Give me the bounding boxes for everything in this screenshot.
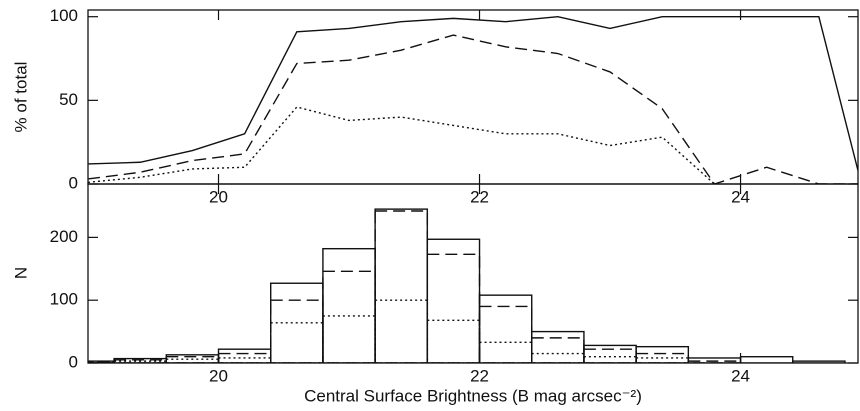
histogram-bar [583,348,637,363]
histogram-bar [374,208,429,363]
y-tick-label: 100 [50,6,78,25]
histogram-bar [478,294,533,363]
histogram-bar [374,299,429,363]
x-tick-label: 20 [209,187,228,206]
histogram-bar [165,358,220,363]
x-tick-label: 20 [209,366,228,385]
histogram-bar [635,345,690,363]
plot-frame [87,183,859,364]
histogram-bar [270,299,324,363]
line-series [88,106,715,184]
histogram-bar [478,341,533,363]
histogram-bar [426,238,481,363]
histogram-bar [426,319,481,363]
histogram-bar [322,315,376,363]
histogram-bar [739,356,794,363]
histogram-bar [583,356,637,363]
histogram-bar [478,305,533,363]
histogram-bar [217,357,272,363]
y-axis-label: % of total [11,62,30,133]
x-tick-label: 22 [470,187,489,206]
y-tick-label: 200 [50,227,78,246]
y-tick-label: 0 [69,173,78,192]
x-tick-label: 22 [470,366,489,385]
x-tick-label: 24 [731,187,750,206]
x-axis-label: Central Surface Brightness (B mag arcsec… [304,386,642,405]
plot-area [88,15,858,184]
histogram-bar [270,322,324,363]
histogram-bar [583,344,637,363]
histogram-bar [635,357,690,363]
y-tick-label: 50 [59,90,78,109]
y-tick-label: 0 [69,352,78,371]
histogram-bar [531,330,585,363]
y-axis-label: N [11,267,30,279]
histogram-bar [217,348,272,363]
plot-area [88,208,846,363]
histogram-bar [531,352,585,363]
plot-frame [87,9,859,185]
histogram-bar [322,270,376,363]
histogram-bar [322,247,376,363]
histogram-bar [426,253,481,363]
histogram-bar [374,210,429,363]
x-tick-label: 24 [731,366,750,385]
line-series [88,34,858,184]
histogram-bar [531,337,585,363]
y-tick-label: 100 [50,290,78,309]
